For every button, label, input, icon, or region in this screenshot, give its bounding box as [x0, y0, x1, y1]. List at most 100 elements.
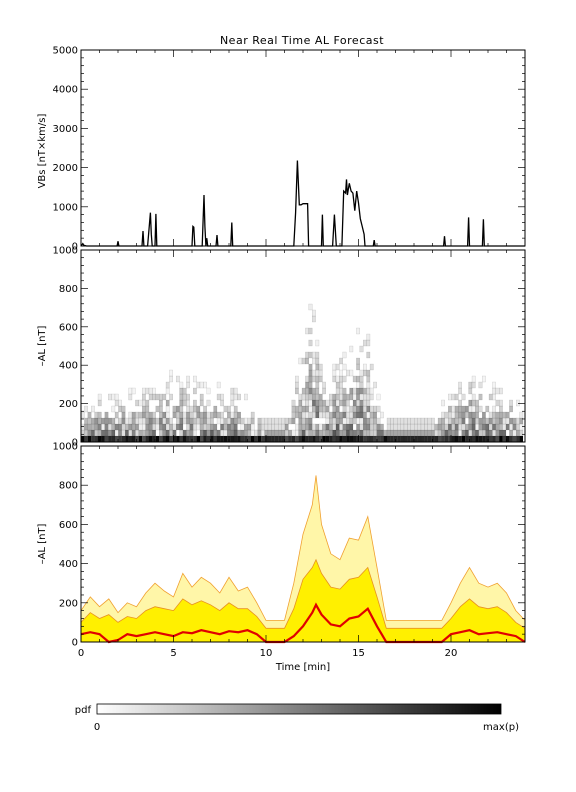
- heatmap-cell: [437, 429, 442, 437]
- heatmap-cell: [424, 423, 428, 431]
- heatmap-cell: [509, 405, 513, 413]
- heatmap-cell: [244, 435, 248, 443]
- heatmap-cell: [359, 411, 364, 419]
- heatmap-cell: [427, 435, 432, 443]
- heatmap-cell: [400, 429, 405, 437]
- heatmap-cell: [291, 429, 296, 437]
- heatmap-cell: [335, 387, 340, 395]
- heatmap-cell: [237, 429, 241, 437]
- heatmap-cell: [233, 387, 238, 395]
- heatmap-cell: [80, 435, 85, 443]
- heatmap-cell: [499, 417, 503, 425]
- heatmap-cell: [312, 399, 316, 407]
- heatmap-cell: [84, 435, 88, 443]
- heatmap-cell: [84, 429, 88, 437]
- heatmap-cell: [165, 411, 170, 419]
- heatmap-cell: [165, 423, 170, 431]
- heatmap-cell: [335, 393, 340, 401]
- heatmap-cell: [376, 429, 381, 437]
- heatmap-cell: [315, 369, 320, 377]
- heatmap-cell: [159, 417, 163, 425]
- heatmap-cell: [461, 417, 466, 425]
- heatmap-cell: [145, 435, 150, 443]
- heatmap-cell: [179, 423, 184, 431]
- heatmap-cell: [322, 435, 326, 443]
- heatmap-cell: [305, 429, 309, 437]
- heatmap-cell: [125, 417, 129, 425]
- heatmap-cell: [444, 423, 449, 431]
- heatmap-cell: [125, 429, 129, 437]
- heatmap-cell: [182, 387, 187, 395]
- heatmap-cell: [465, 429, 469, 437]
- heatmap-cell: [278, 417, 282, 425]
- heatmap-cell: [451, 429, 456, 437]
- heatmap-cell: [461, 435, 466, 443]
- heatmap-cell: [417, 423, 422, 431]
- heatmap-cell: [165, 399, 170, 407]
- heatmap-cell: [203, 435, 207, 443]
- heatmap-cell: [482, 435, 486, 443]
- heatmap-cell: [121, 411, 126, 419]
- heatmap-cell: [193, 417, 197, 425]
- y-tick-label: 800: [59, 481, 78, 492]
- heatmap-cell: [203, 405, 207, 413]
- heatmap-cell: [366, 423, 371, 431]
- heatmap-cell: [220, 435, 224, 443]
- heatmap-cell: [458, 429, 462, 437]
- heatmap-cell: [142, 423, 146, 431]
- heatmap-cell: [322, 411, 326, 419]
- heatmap-cell: [325, 411, 330, 419]
- heatmap-cell: [380, 429, 384, 437]
- heatmap-cell: [210, 423, 214, 431]
- heatmap-cell: [206, 399, 211, 407]
- x-tick-label: 20: [445, 648, 458, 659]
- heatmap-cell: [254, 435, 258, 443]
- heatmap-cell: [478, 429, 483, 437]
- heatmap-cell: [315, 435, 320, 443]
- heatmap-cell: [502, 423, 507, 431]
- heatmap-cell: [414, 435, 418, 443]
- heatmap-cell: [352, 375, 357, 383]
- heatmap-cell: [335, 417, 340, 425]
- heatmap-cell: [87, 417, 92, 425]
- al-quantile-y-axis-label: –AL [nT]: [37, 523, 48, 564]
- heatmap-cell: [359, 393, 364, 401]
- heatmap-cell: [414, 423, 418, 431]
- heatmap-cell: [91, 417, 95, 425]
- heatmap-cell: [516, 423, 520, 431]
- heatmap-cell: [495, 435, 500, 443]
- heatmap-cell: [91, 405, 95, 413]
- heatmap-cell: [471, 393, 476, 401]
- heatmap-cell: [329, 423, 333, 431]
- heatmap-cell: [441, 417, 445, 425]
- heatmap-cell: [366, 381, 371, 389]
- heatmap-cell: [128, 387, 133, 395]
- heatmap-cell: [400, 417, 405, 425]
- colorbar-max-label: max(p): [483, 722, 519, 733]
- heatmap-cell: [403, 429, 408, 437]
- heatmap-cell: [223, 423, 228, 431]
- heatmap-cell: [128, 417, 133, 425]
- heatmap-cell: [142, 411, 146, 419]
- heatmap-cell: [335, 399, 340, 407]
- heatmap-cell: [488, 429, 493, 437]
- heatmap-cell: [162, 417, 167, 425]
- heatmap-cell: [366, 333, 371, 341]
- heatmap-cell: [363, 435, 367, 443]
- heatmap-cell: [315, 387, 320, 395]
- heatmap-cell: [363, 399, 367, 407]
- heatmap-cell: [196, 381, 201, 389]
- heatmap-cell: [315, 357, 320, 365]
- heatmap-cell: [199, 429, 204, 437]
- heatmap-cell: [499, 411, 503, 419]
- heatmap-cell: [386, 417, 391, 425]
- al-pdf-heatmap: [80, 303, 524, 443]
- heatmap-cell: [179, 393, 184, 401]
- vbs-series-line: [80, 160, 525, 247]
- heatmap-cell: [448, 417, 452, 425]
- y-tick-label: 1000: [53, 202, 78, 213]
- heatmap-cell: [230, 411, 235, 419]
- heatmap-cell: [213, 429, 218, 437]
- heatmap-cell: [114, 417, 119, 425]
- heatmap-cell: [131, 387, 136, 395]
